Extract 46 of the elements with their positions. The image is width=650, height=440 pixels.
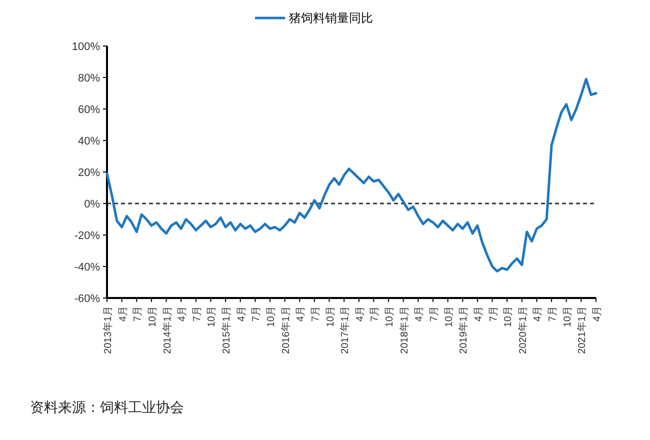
y-tick-label: -60% [74, 293, 100, 305]
x-tick-label: 7月 [548, 306, 559, 322]
x-tick-label: 2019年1月 [458, 306, 470, 354]
legend-label: 猪饲料销量同比 [289, 11, 373, 25]
x-tick-label: 2018年1月 [398, 306, 410, 354]
x-tick-label: 2021年1月 [576, 306, 588, 354]
x-tick-label: 7月 [429, 306, 440, 322]
y-tick-label: 20% [78, 167, 100, 179]
x-tick-label: 10月 [384, 306, 396, 328]
x-tick-label: 2013年1月 [102, 306, 114, 354]
y-tick-label: 60% [78, 104, 100, 116]
x-tick-label: 4月 [532, 306, 544, 322]
x-tick-label: 4月 [592, 306, 603, 322]
x-tick-label: 10月 [206, 306, 218, 328]
y-tick-label: -40% [74, 262, 100, 274]
x-tick-label: 7月 [488, 306, 500, 322]
x-tick-label: 2017年1月 [339, 306, 352, 354]
y-tick-label: 0% [84, 198, 100, 210]
x-tick-label: 4月 [118, 306, 129, 322]
x-tick-label: 4月 [414, 306, 426, 322]
x-tick-label: 10月 [325, 306, 336, 328]
line-series [106, 78, 598, 272]
y-tick-label: 80% [78, 72, 100, 84]
x-tick-label: 4月 [177, 306, 188, 322]
text: 资料来源：饲料工业协会 [30, 400, 184, 416]
x-tick-label: 7月 [251, 306, 262, 322]
x-tick-label: 10月 [147, 306, 158, 328]
x-tick-label: 2015年1月 [220, 306, 233, 354]
x-tick-label: 10月 [266, 306, 277, 328]
x-tick-label: 7月 [370, 306, 381, 322]
x-tick-label: 10月 [444, 306, 455, 328]
x-tick-label: 4月 [236, 306, 248, 322]
x-tick-label: 4月 [296, 306, 307, 322]
x-tick-label: 2014年1月 [161, 306, 174, 354]
x-tick-label: 7月 [192, 306, 203, 322]
x-tick-label: 4月 [354, 306, 366, 322]
x-tick-label: 7月 [310, 306, 322, 322]
y-tick-label: -20% [74, 230, 100, 242]
y-tick-label: 100% [72, 41, 100, 53]
x-tick-label: 2016年1月 [280, 306, 292, 354]
y-tick-label: 40% [78, 136, 100, 148]
x-tick-label: 10月 [562, 306, 574, 328]
x-tick-label: 2020年1月 [516, 306, 529, 354]
x-tick-label: 4月 [473, 306, 484, 322]
x-tick-label: 10月 [503, 306, 514, 328]
x-tick-label: 7月 [132, 306, 144, 322]
